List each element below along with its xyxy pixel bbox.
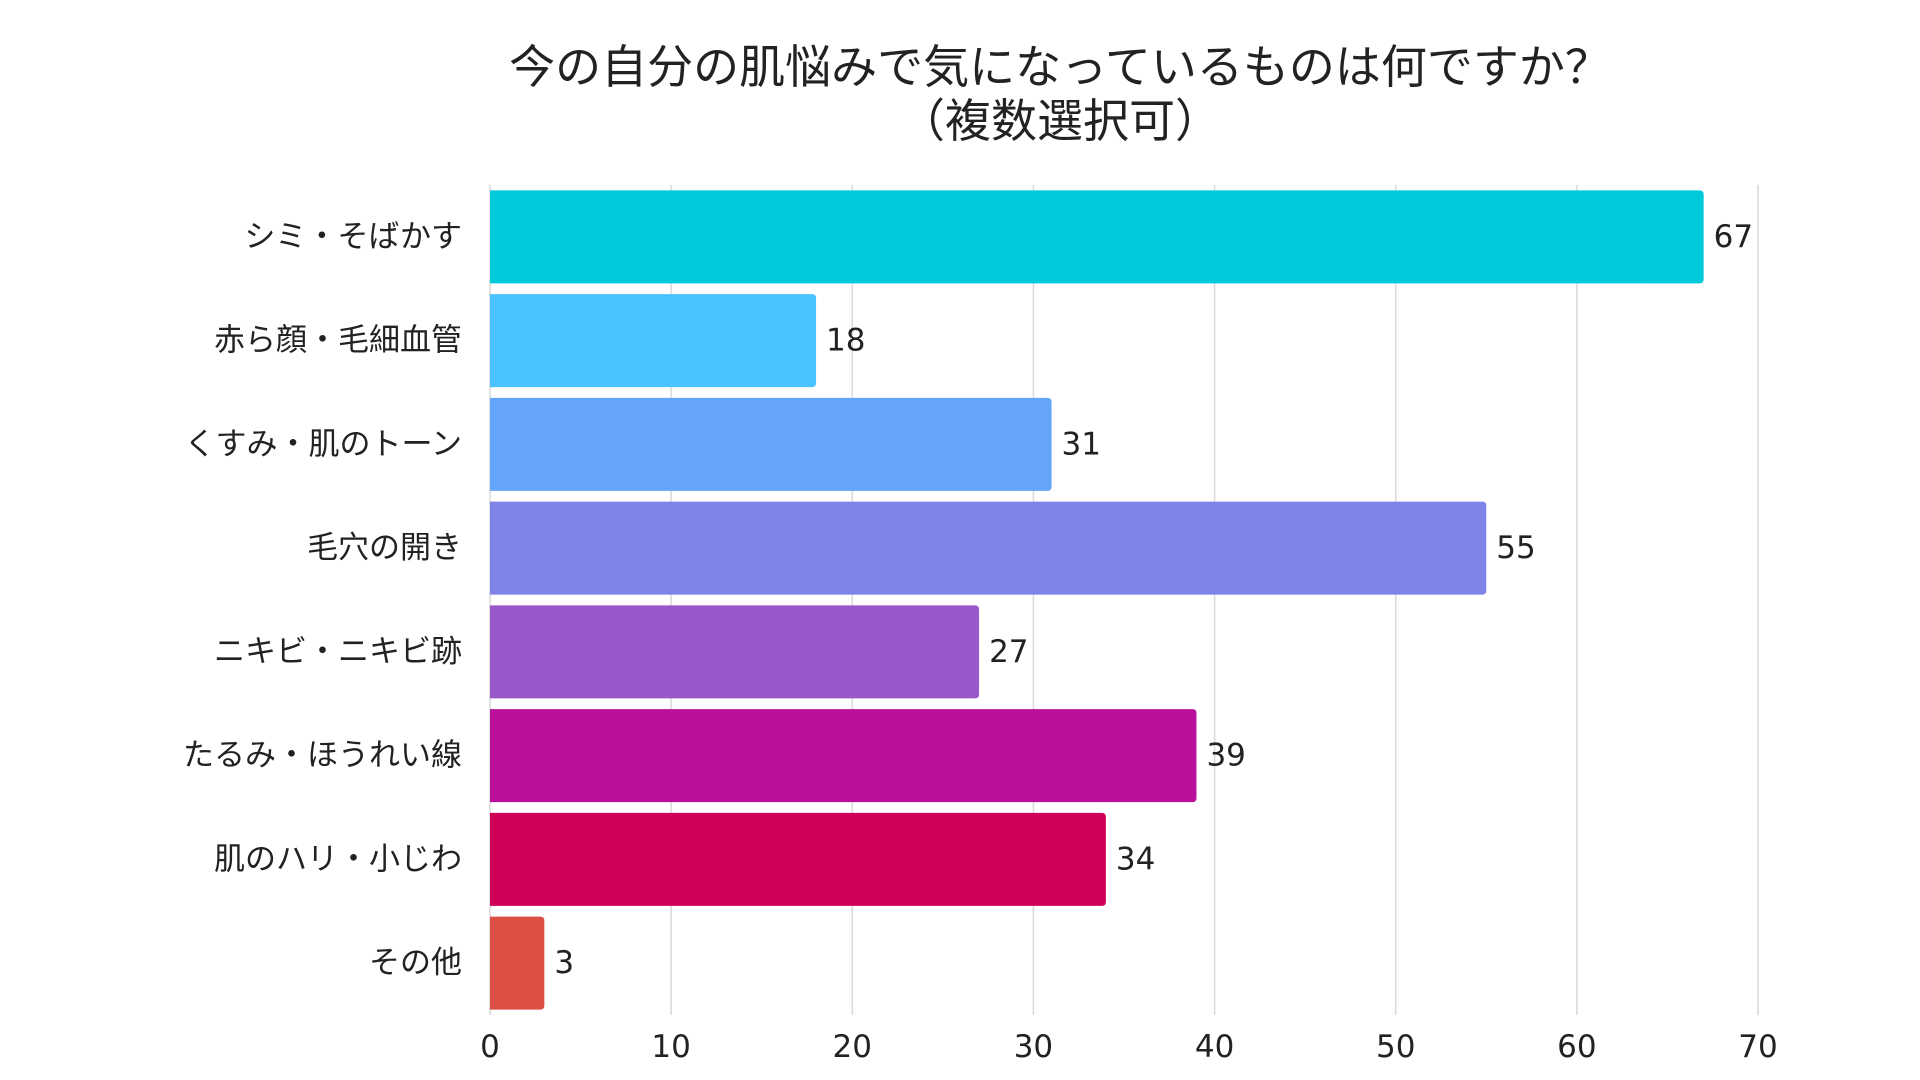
value-label-5: 27 — [989, 634, 1028, 670]
value-label-7: 34 — [1116, 841, 1155, 877]
bar-1 — [490, 190, 1704, 284]
bar-2 — [490, 294, 817, 388]
category-label-3: くすみ・肌のトーン — [185, 426, 462, 462]
x-tick-label-30: 30 — [1014, 1029, 1053, 1065]
category-label-6: たるみ・ほうれい線 — [183, 738, 462, 774]
value-label-8: 3 — [554, 945, 574, 981]
value-label-4: 55 — [1496, 530, 1535, 566]
value-label-1: 67 — [1714, 219, 1753, 255]
chart-title-line-1: 今の自分の肌悩みで気になっているものは何ですか？ — [509, 40, 1611, 94]
x-tick-label-60: 60 — [1557, 1029, 1596, 1065]
value-label-6: 39 — [1206, 738, 1245, 774]
value-label-2: 18 — [826, 323, 865, 359]
x-tick-label-50: 50 — [1376, 1029, 1415, 1065]
x-tick-label-20: 20 — [833, 1029, 872, 1065]
category-label-1: シミ・そばかす — [244, 219, 462, 255]
chart-subtitle: （複数選択可） — [899, 94, 1221, 148]
category-label-8: その他 — [369, 945, 462, 981]
category-label-2: 赤ら顔・毛細血管 — [214, 323, 462, 359]
bar-5 — [490, 605, 980, 699]
value-label-3: 31 — [1062, 426, 1101, 462]
x-tick-label-70: 70 — [1738, 1029, 1777, 1065]
category-label-4: 毛穴の開き — [307, 530, 462, 566]
bar-4 — [490, 501, 1487, 595]
x-tick-label-40: 40 — [1195, 1029, 1234, 1065]
bar-3 — [490, 397, 1052, 491]
x-tick-label-10: 10 — [651, 1029, 690, 1065]
bar-8 — [490, 916, 545, 1010]
category-label-5: ニキビ・ニキビ跡 — [214, 634, 462, 670]
category-label-7: 肌のハリ・小じわ — [214, 841, 462, 877]
x-tick-label-0: 0 — [480, 1029, 500, 1065]
bar-7 — [490, 812, 1106, 906]
bar-6 — [490, 709, 1197, 803]
chart-title: 今の自分の肌悩みで気になっているものは何ですか？ （複数選択可） — [0, 40, 1920, 148]
